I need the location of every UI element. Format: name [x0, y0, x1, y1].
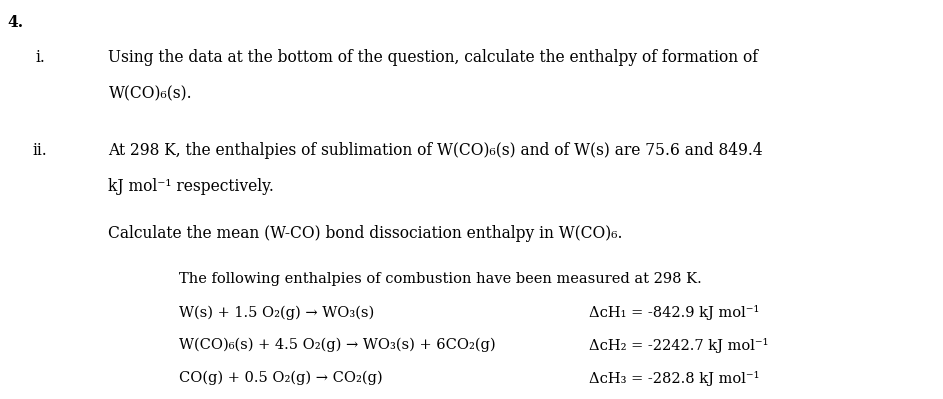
Text: CO(g) + 0.5 O₂(g) → CO₂(g): CO(g) + 0.5 O₂(g) → CO₂(g)	[179, 371, 383, 385]
Text: kJ mol⁻¹ respectively.: kJ mol⁻¹ respectively.	[108, 178, 274, 196]
Text: ΔᴄH₁ = -842.9 kJ mol⁻¹: ΔᴄH₁ = -842.9 kJ mol⁻¹	[589, 305, 760, 320]
Text: ΔᴄH₃ = -282.8 kJ mol⁻¹: ΔᴄH₃ = -282.8 kJ mol⁻¹	[589, 371, 760, 386]
Text: W(CO)₆(s).: W(CO)₆(s).	[108, 86, 192, 103]
Text: W(s) + 1.5 O₂(g) → WO₃(s): W(s) + 1.5 O₂(g) → WO₃(s)	[179, 305, 374, 320]
Text: 4.: 4.	[8, 14, 24, 31]
Text: W(CO)₆(s) + 4.5 O₂(g) → WO₃(s) + 6CO₂(g): W(CO)₆(s) + 4.5 O₂(g) → WO₃(s) + 6CO₂(g)	[179, 338, 496, 352]
Text: i.: i.	[36, 49, 45, 66]
Text: At 298 K, the enthalpies of sublimation of W(CO)₆(s) and of W(s) are 75.6 and 84: At 298 K, the enthalpies of sublimation …	[108, 142, 763, 159]
Text: Calculate the mean (W-CO) bond dissociation enthalpy in W(CO)₆.: Calculate the mean (W-CO) bond dissociat…	[108, 225, 623, 243]
Text: The following enthalpies of combustion have been measured at 298 K.: The following enthalpies of combustion h…	[179, 272, 702, 286]
Text: ii.: ii.	[32, 142, 47, 159]
Text: ΔᴄH₂ = -2242.7 kJ mol⁻¹: ΔᴄH₂ = -2242.7 kJ mol⁻¹	[589, 338, 769, 353]
Text: Using the data at the bottom of the question, calculate the enthalpy of formatio: Using the data at the bottom of the ques…	[108, 49, 758, 66]
